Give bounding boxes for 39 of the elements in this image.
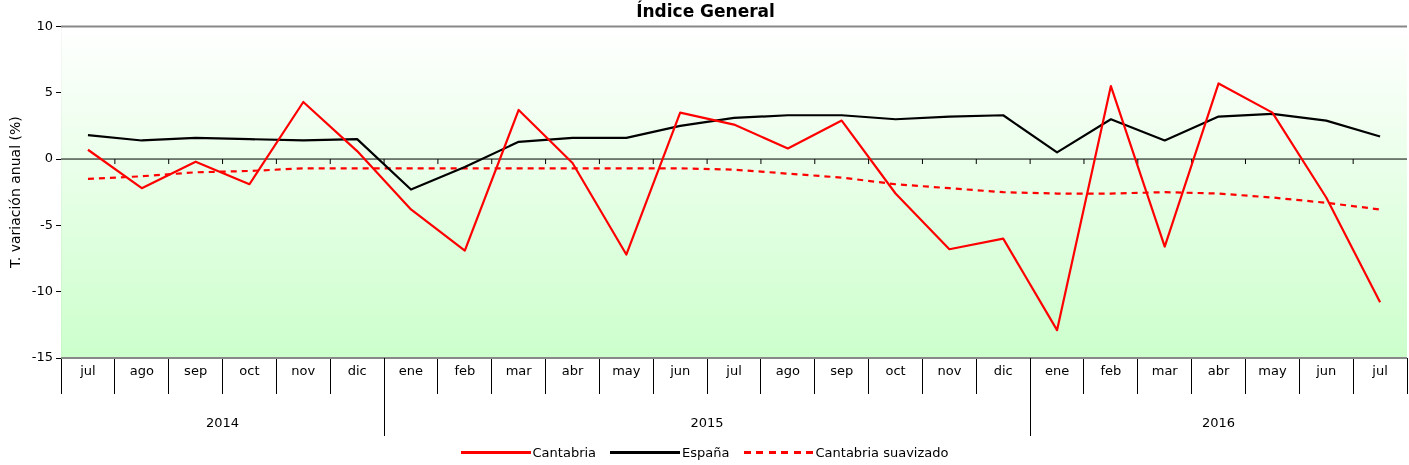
x-tick-label: abr — [561, 363, 584, 379]
y-tick-label: -15 — [31, 349, 54, 365]
x-tick-label: jul — [79, 363, 96, 379]
x-tick-label: oct — [885, 363, 906, 379]
y-tick-label: 0 — [44, 150, 54, 166]
chart-title: Índice General — [636, 0, 775, 21]
x-tick-label: mar — [1151, 363, 1179, 379]
x-tick-label: nov — [937, 363, 962, 379]
y-axis-title: T. variación anual (%) — [7, 116, 24, 270]
x-tick-label: sep — [184, 363, 208, 379]
x-tick-label: sep — [830, 363, 854, 379]
text: 2016 — [1202, 415, 1236, 431]
x-tick-label: mar — [505, 363, 533, 379]
x-tick-label: ene — [398, 363, 424, 379]
x-tick-label: oct — [239, 363, 260, 379]
x-tick-label: nov — [291, 363, 316, 379]
legend-label: Cantabria — [532, 445, 597, 460]
x-tick-label: may — [1258, 363, 1287, 379]
y-tick-label: -10 — [31, 283, 54, 299]
legend-label: Cantabria suavizado — [815, 445, 949, 460]
x-tick-label: ago — [129, 363, 154, 379]
x-tick-label: jun — [669, 363, 691, 379]
y-tick-label: 5 — [44, 84, 54, 100]
x-tick-label: feb — [1100, 363, 1122, 379]
x-tick-label: jul — [1371, 363, 1388, 379]
legend-label: España — [682, 445, 730, 460]
x-tick-label: jun — [1315, 363, 1337, 379]
x-tick-label: dic — [347, 363, 367, 379]
y-tick-label: -5 — [40, 216, 54, 232]
x-tick-label: dic — [993, 363, 1013, 379]
text: 2015 — [690, 415, 724, 431]
x-tick-label: feb — [454, 363, 476, 379]
x-tick-label: abr — [1207, 363, 1230, 379]
x-tick-label: ene — [1044, 363, 1070, 379]
x-tick-label: ago — [775, 363, 800, 379]
text: 2014 — [206, 415, 240, 431]
y-tick-label: 10 — [36, 17, 54, 33]
x-tick-label: jul — [725, 363, 742, 379]
x-tick-label: may — [612, 363, 641, 379]
